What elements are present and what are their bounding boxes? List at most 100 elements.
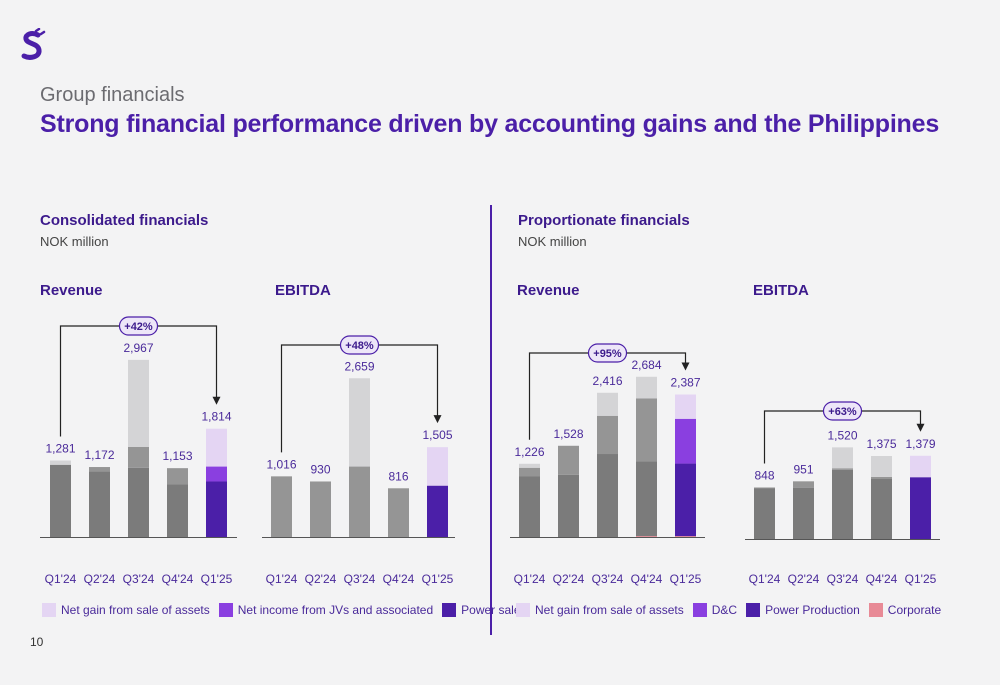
- proportionate-legend-item: Power Production: [746, 603, 860, 617]
- consolidated-revenue-value-label: 1,153: [162, 449, 192, 463]
- proportionate-revenue-growth-badge: [587, 343, 628, 363]
- consolidated-revenue-bar-segment: [128, 467, 149, 537]
- proportionate-revenue-value-label: 1,226: [514, 445, 544, 459]
- proportionate-revenue-bar-segment: [636, 536, 657, 538]
- consolidated-ebitda-value-label: 1,016: [266, 457, 296, 471]
- proportionate-ebitda-tick-label: Q2'24: [788, 572, 820, 586]
- proportionate-revenue-tick-label: Q4'24: [631, 572, 663, 586]
- section-label: Group financials: [40, 84, 185, 106]
- proportionate-ebitda-tick-label: Q3'24: [827, 572, 859, 586]
- proportionate-revenue-growth-arrow: [681, 362, 690, 371]
- proportionate-revenue-bar-segment: [519, 463, 540, 468]
- consolidated-revenue-value-label: 1,281: [45, 442, 75, 456]
- consolidated-legend-item: Net income from JVs and associated: [218, 603, 434, 617]
- proportionate-revenue-bar-segment: [636, 398, 657, 462]
- consolidated-revenue-value-label: 1,172: [84, 448, 114, 462]
- proportionate-ebitda-tick-label: Q1'25: [905, 572, 937, 586]
- consolidated-ebitda-value-label: 2,659: [344, 359, 374, 373]
- consolidated-revenue-bar-segment: [206, 466, 227, 482]
- proportionate-revenue-value-label: 2,387: [670, 375, 700, 389]
- proportionate-legend-item: Corporate: [868, 603, 942, 617]
- proportionate-revenue-bar-segment: [558, 474, 579, 537]
- consolidated-revenue-bar-segment: [89, 471, 110, 537]
- consolidated-revenue-bar-segment: [50, 464, 71, 537]
- proportionate-ebitda-value-label: 1,379: [905, 437, 935, 451]
- consolidated-revenue-bar-segment: [206, 428, 227, 467]
- proportionate-revenue-bar-segment: [558, 445, 579, 475]
- proportionate-revenue-value-label: 1,528: [553, 427, 583, 441]
- proportionate-revenue-tick-label: Q2'24: [553, 572, 585, 586]
- proportionate-ebitda-value-label: 951: [793, 462, 813, 476]
- legend-label: Corporate: [887, 603, 942, 617]
- legend-proportionate: Net gain from sale of assets D&C Power Pro…: [516, 603, 950, 617]
- legend-swatch: [442, 603, 457, 617]
- consolidated-ebitda-tick-label: Q4'24: [383, 572, 415, 586]
- proportionate-ebitda-bar-segment: [754, 487, 775, 489]
- consolidated-revenue-bar-segment: [167, 468, 188, 485]
- consolidated-legend-item: Net gain from sale of assets: [42, 603, 210, 617]
- legend-label: Power Production: [765, 603, 860, 617]
- consolidated-title: Consolidated financials: [40, 212, 209, 229]
- consolidated-ebitda-value-label: 930: [310, 462, 330, 476]
- proportionate-legend-item: Net gain from sale of assets: [516, 603, 684, 617]
- consolidated-ebitda-growth-badge: [339, 335, 380, 355]
- proportionate-revenue-bar-segment: [597, 454, 618, 537]
- chart-title-consolidated-ebitda: EBITDA: [275, 282, 331, 299]
- consolidated-revenue-bar-segment: [167, 484, 188, 537]
- legend-consolidated: Net gain from sale of assets Net income f…: [42, 603, 536, 617]
- proportionate-ebitda-tick-label: Q1'24: [749, 572, 781, 586]
- consolidated-ebitda-tick-label: Q1'25: [422, 572, 454, 586]
- proportionate-revenue-bar-segment: [675, 536, 696, 538]
- legend-label: Net gain from sale of assets: [535, 603, 684, 617]
- consolidated-ebitda-growth-arrow: [433, 415, 442, 424]
- proportionate-revenue-value-label: 2,416: [592, 374, 622, 388]
- legend-label: Power sales: [461, 603, 527, 617]
- consolidated-ebitda-tick-label: Q2'24: [305, 572, 337, 586]
- legend-swatch: [868, 603, 883, 617]
- proportionate-ebitda-value-label: 1,375: [866, 437, 896, 451]
- consolidated-ebitda-bar-segment: [388, 488, 409, 537]
- consolidated-revenue-tick-label: Q3'24: [123, 572, 155, 586]
- proportionate-revenue-value-label: 2,684: [631, 358, 661, 372]
- consolidated-ebitda-bar-segment: [427, 485, 448, 537]
- consolidated-ebitda-bar-segment: [310, 481, 331, 537]
- proportionate-revenue-bar-segment: [597, 415, 618, 455]
- proportionate-revenue-bar-segment: [675, 418, 696, 464]
- legend-swatch: [746, 603, 761, 617]
- proportionate-revenue-bar-segment: [675, 394, 696, 419]
- proportionate-legend-item: D&C: [692, 603, 737, 617]
- proportionate-ebitda-bar-segment: [871, 476, 892, 480]
- proportionate-ebitda-value-label: 848: [754, 468, 774, 482]
- proportionate-ebitda-bar-segment: [910, 455, 931, 478]
- consolidated-ebitda-bar-segment: [271, 476, 292, 537]
- proportionate-title: Proportionate financials: [518, 212, 690, 229]
- proportionate-revenue-tick-label: Q1'24: [514, 572, 546, 586]
- consolidated-ebitda-bar-segment: [427, 447, 448, 486]
- proportionate-ebitda-bar-segment: [871, 479, 892, 539]
- chart-title-consolidated-revenue: Revenue: [40, 282, 103, 299]
- section-divider: [490, 205, 492, 635]
- legend-label: Net gain from sale of assets: [61, 603, 210, 617]
- consolidated-revenue-bar-segment: [89, 467, 110, 472]
- consolidated-revenue-tick-label: Q4'24: [162, 572, 194, 586]
- legend-swatch: [218, 603, 233, 617]
- proportionate-ebitda-bar-segment: [832, 468, 853, 470]
- chart-title-proportionate-revenue: Revenue: [517, 282, 580, 299]
- page-number: 10: [30, 635, 44, 649]
- legend-swatch: [516, 603, 530, 617]
- consolidated-ebitda-growth-label: +48%: [345, 340, 374, 352]
- proportionate-ebitda-growth-arrow: [916, 423, 925, 432]
- consolidated-ebitda-tick-label: Q3'24: [344, 572, 376, 586]
- proportionate-unit: NOK million: [518, 234, 587, 249]
- consolidated-revenue-tick-label: Q1'25: [201, 572, 233, 586]
- consolidated-revenue-value-label: 1,814: [201, 410, 231, 424]
- consolidated-ebitda-tick-label: Q1'24: [266, 572, 298, 586]
- consolidated-revenue-growth-label: +42%: [124, 321, 153, 333]
- proportionate-ebitda-bar-segment: [910, 477, 931, 539]
- legend-label: Net income from JVs and associated: [237, 603, 434, 617]
- proportionate-ebitda-bar-segment: [793, 487, 814, 539]
- consolidated-ebitda-value-label: 816: [388, 469, 408, 483]
- consolidated-revenue-bar-segment: [128, 446, 149, 468]
- consolidated-revenue-bar-segment: [128, 359, 149, 447]
